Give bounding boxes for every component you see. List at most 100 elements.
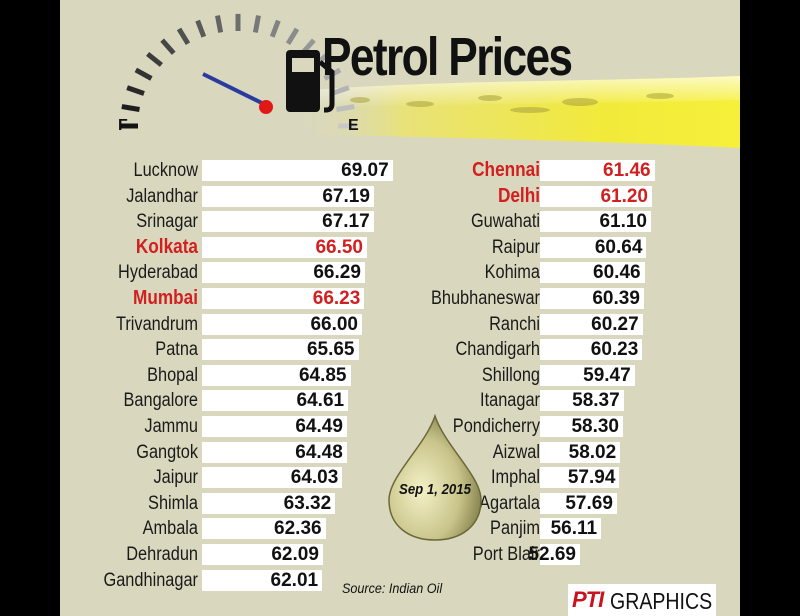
price-bar <box>202 492 336 514</box>
price-row: Jaipur 64.03 <box>80 465 410 491</box>
price-bar <box>202 236 367 258</box>
price-value: 63.32 <box>283 492 332 514</box>
fuel-gauge-icon: F E <box>118 13 359 134</box>
price-value: 62.36 <box>274 518 322 540</box>
city-label: Itanagar <box>480 390 540 412</box>
price-value: 58.02 <box>568 441 617 463</box>
price-row: Kohima 60.46 <box>412 260 712 286</box>
price-row: Ambala 62.36 <box>80 516 410 542</box>
city-label: Jammu <box>144 415 198 437</box>
gauge-tick <box>134 67 153 81</box>
price-bar <box>540 364 635 386</box>
price-value: 58.30 <box>571 415 619 437</box>
price-value: 66.29 <box>313 262 361 284</box>
price-value: 66.50 <box>315 236 363 258</box>
price-value: 61.46 <box>603 160 651 181</box>
oil-drop-icon <box>388 413 482 541</box>
header-banner: F E Petrol Prices <box>60 0 740 150</box>
price-bar <box>202 390 349 412</box>
gauge-tick <box>126 85 145 96</box>
price-bar <box>202 364 351 386</box>
city-label: Guwahati <box>470 211 540 233</box>
price-bar <box>202 518 326 540</box>
price-bar <box>540 185 652 207</box>
price-row: Shimla 63.32 <box>80 491 410 517</box>
city-label: Bhopal <box>147 364 198 386</box>
gauge-tick <box>176 27 191 46</box>
price-row: Gangtok 64.48 <box>80 440 410 466</box>
chart-title: Petrol Prices <box>322 27 573 87</box>
price-bar <box>540 390 624 412</box>
city-label: Gandhinagar <box>103 569 198 591</box>
price-bar <box>540 441 621 463</box>
price-bar <box>540 467 620 489</box>
gauge-tick <box>215 15 224 33</box>
city-label: Gangtok <box>136 441 198 463</box>
oil-streak-graphic <box>290 76 740 148</box>
price-row: Bhopal 64.85 <box>80 363 410 389</box>
price-bar <box>540 211 651 233</box>
price-value: 52.69 <box>528 543 576 565</box>
city-label: Panjim <box>490 518 540 540</box>
city-label: Lucknow <box>133 160 199 181</box>
price-row: Trivandrum 66.00 <box>80 312 410 338</box>
price-value: 66.23 <box>312 287 361 309</box>
price-value: 64.49 <box>295 415 343 437</box>
price-value: 57.94 <box>567 467 616 489</box>
gauge-tick <box>331 85 350 96</box>
gauge-tick <box>252 15 261 33</box>
price-row: Dehradun 62.09 <box>80 542 410 568</box>
price-bar <box>202 160 393 181</box>
price-value: 64.03 <box>290 467 339 489</box>
city-label: Imphal <box>490 467 540 489</box>
city-label: Kohima <box>484 262 540 284</box>
price-value: 62.09 <box>271 543 319 565</box>
price-bar <box>202 543 323 565</box>
price-bar <box>202 262 365 284</box>
price-row: Lucknow 69.07 <box>80 158 410 184</box>
city-label: Patna <box>155 339 198 361</box>
price-bar <box>202 339 359 361</box>
price-value: 60.46 <box>593 262 641 284</box>
price-row: Aizwal 58.02 <box>412 440 712 466</box>
city-label: Ranchi <box>489 313 540 335</box>
price-bar <box>540 339 643 361</box>
city-label: Shillong <box>481 364 540 386</box>
gauge-tick <box>146 51 163 67</box>
price-value: 62.01 <box>270 569 319 591</box>
price-value: 67.19 <box>322 185 370 207</box>
price-value: 58.37 <box>572 390 620 412</box>
price-bar <box>540 262 645 284</box>
gauge-tick <box>336 104 355 112</box>
city-label: Raipur <box>491 236 540 258</box>
city-label: Bhubhaneswar <box>430 287 540 309</box>
pti-logo-text: PTI <box>572 587 604 612</box>
price-value: 61.10 <box>599 211 647 233</box>
city-label: Chennai <box>472 159 540 181</box>
city-label: Trivandrum <box>115 313 198 335</box>
price-row: Hyderabad 66.29 <box>80 260 410 286</box>
source-note: Source: Indian Oil <box>342 580 443 596</box>
price-list-left: Lucknow 69.07 Jalandhar 67.19 Srinagar 67.17 K… <box>80 158 410 593</box>
price-row: Kolkata 66.50 <box>80 235 410 261</box>
price-value: 64.85 <box>298 364 347 386</box>
city-label: Jaipur <box>153 467 198 489</box>
svg-text:E: E <box>348 117 359 134</box>
price-bar <box>540 518 602 540</box>
price-row: Raipur 60.64 <box>412 235 712 261</box>
city-label: Srinagar <box>136 211 198 233</box>
price-row: Pondicherry 58.30 <box>412 414 712 440</box>
gauge-tick <box>195 19 207 38</box>
price-row: Bhubhaneswar 60.39 <box>412 286 712 312</box>
price-value: 67.17 <box>322 211 370 233</box>
gauge-tick <box>121 104 140 112</box>
price-value: 64.48 <box>295 441 343 463</box>
price-row: Srinagar 67.17 <box>80 209 410 235</box>
price-bar <box>202 211 374 233</box>
price-bar <box>202 569 323 591</box>
price-row: Delhi 61.20 <box>412 184 712 210</box>
city-label: Pondicherry <box>452 415 540 437</box>
price-bar <box>540 287 644 309</box>
date-label: Sep 1, 2015 <box>399 481 471 498</box>
price-row: Ranchi 60.27 <box>412 312 712 338</box>
